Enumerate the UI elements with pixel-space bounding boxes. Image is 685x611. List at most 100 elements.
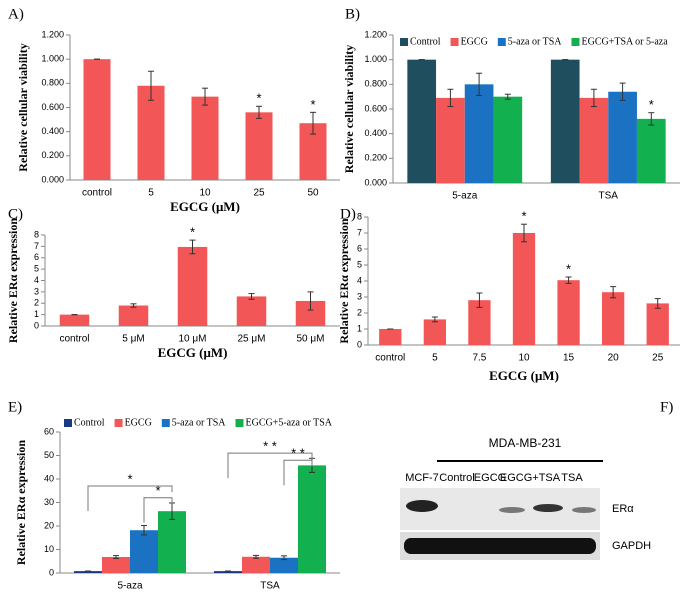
y-tick-label: 0.000 (364, 177, 387, 187)
bracket (283, 459, 313, 486)
bar (512, 233, 536, 345)
bar (423, 319, 446, 345)
y-tick-label: 5 (34, 264, 39, 274)
panel-label: E) (8, 399, 22, 415)
lane-label: Control (439, 472, 474, 484)
y-tick-label: 0 (357, 339, 362, 349)
band-label: GAPDH (612, 540, 651, 552)
y-tick-label: 4 (34, 275, 39, 285)
y-axis-title: Relative cellular viability (16, 43, 30, 171)
significance: * (649, 97, 654, 112)
y-tick-label: 2 (34, 298, 39, 308)
y-tick-label: 2 (357, 307, 362, 317)
x-tick-label: TSA (260, 581, 280, 592)
legend-swatch (161, 419, 170, 427)
panel-label: A) (8, 6, 24, 22)
y-tick-label: 0.200 (41, 150, 64, 160)
y-tick-label: 6 (34, 252, 39, 262)
significance: * (256, 91, 261, 106)
y-tick-label: 50 (44, 450, 54, 460)
x-tick-label: 10 (199, 188, 211, 199)
bar (102, 557, 130, 573)
y-tick-label: 6 (357, 243, 362, 253)
legend-swatch (400, 38, 408, 46)
bar (158, 511, 186, 573)
bar (83, 59, 111, 180)
y-tick-label: 1 (34, 309, 39, 319)
significance: * * (291, 446, 305, 461)
bar (602, 292, 625, 345)
band (404, 538, 596, 554)
x-tick-label: 50 μM (297, 334, 325, 345)
panel-label: F) (660, 399, 673, 415)
legend-label: EGCG (125, 417, 152, 428)
y-tick-label: 0.400 (41, 126, 64, 136)
y-tick-label: 3 (34, 286, 39, 296)
bar (493, 96, 523, 183)
bar (407, 59, 437, 183)
bracket (87, 485, 173, 512)
bar (130, 530, 158, 573)
blot-panel: F) MDA-MB-231 ERα GAPDH (400, 399, 673, 560)
panel-label: C) (8, 206, 23, 222)
legend-swatch (64, 419, 72, 427)
x-tick-label: 20 (608, 353, 620, 364)
y-tick-label: 1.200 (364, 29, 387, 39)
y-tick-label: 1 (357, 323, 362, 333)
y-tick-label: 5 (357, 259, 362, 269)
bracket (227, 452, 313, 479)
legend-swatch (497, 38, 506, 46)
significance: * (155, 483, 160, 498)
legend-swatch (571, 38, 580, 46)
bar (579, 97, 609, 183)
bar (379, 329, 402, 345)
y-tick-label: 8 (357, 211, 362, 221)
y-tick-label: 0.600 (41, 102, 64, 112)
lane-label: MCF-7 (405, 472, 439, 484)
bar (557, 280, 580, 345)
significance: * (566, 261, 571, 276)
y-tick-label: 40 (44, 473, 54, 483)
significance: * (190, 225, 195, 240)
x-tick-label: 50 (307, 188, 319, 199)
panel-label: B) (345, 6, 360, 22)
y-axis-title: Relative ERα expression (6, 218, 20, 343)
y-tick-label: 60 (44, 426, 54, 436)
y-tick-label: 7 (357, 227, 362, 237)
x-tick-label: 5-aza (117, 581, 142, 592)
band (499, 507, 525, 513)
bar (191, 96, 219, 180)
bar (298, 465, 326, 573)
y-tick-label: 0.200 (364, 153, 387, 163)
x-axis-title: EGCG (μM) (489, 368, 559, 383)
x-axis-title: EGCG (μM) (158, 345, 228, 360)
band-label: ERα (612, 503, 634, 515)
x-tick-label: control (82, 188, 112, 199)
x-tick-label: 5-aza (452, 191, 477, 202)
bar (137, 85, 165, 180)
y-tick-label: 4 (357, 275, 362, 285)
legend-swatch (235, 419, 244, 427)
bar (242, 556, 270, 573)
bar (436, 97, 465, 183)
y-tick-label: 0.800 (364, 79, 387, 89)
legend-label: 5-aza or TSA (172, 417, 226, 428)
legend-label: EGCG+5-aza or TSA (245, 417, 332, 428)
band (533, 504, 563, 512)
bar (464, 84, 494, 183)
x-tick-label: TSA (599, 191, 619, 202)
significance: * * (263, 439, 277, 454)
y-tick-label: 1.000 (364, 54, 387, 64)
y-tick-label: 1.000 (41, 54, 64, 64)
bar (608, 91, 637, 183)
bar (177, 246, 208, 326)
y-tick-label: 0 (34, 320, 39, 330)
y-tick-label: 3 (357, 291, 362, 301)
significance: * (310, 97, 315, 112)
y-tick-label: 0.000 (41, 174, 64, 184)
x-tick-label: control (375, 353, 405, 364)
bar (550, 59, 580, 183)
panel-label: D) (340, 206, 356, 222)
significance: * (521, 209, 526, 224)
y-tick-label: 20 (44, 520, 54, 530)
